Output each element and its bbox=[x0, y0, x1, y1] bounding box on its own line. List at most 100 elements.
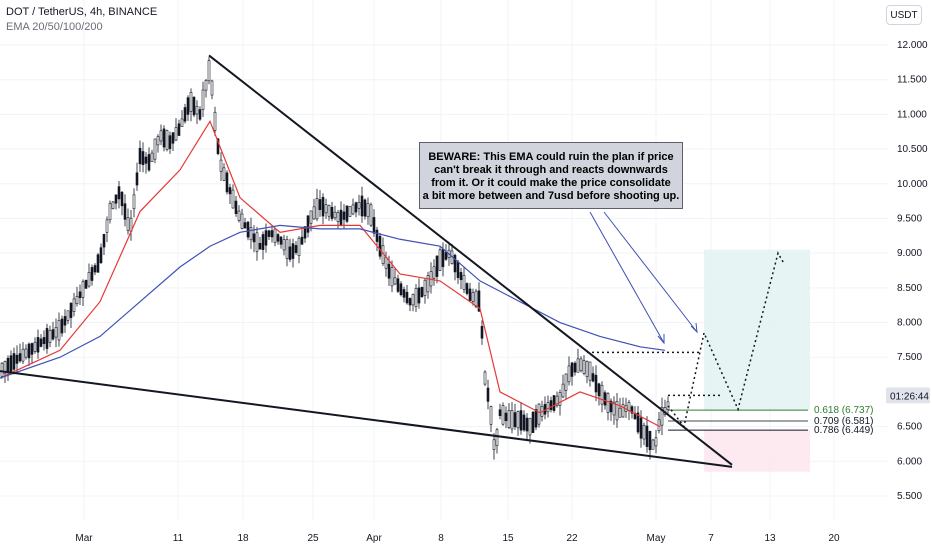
indicator-legend[interactable]: EMA 20/50/100/200 bbox=[6, 21, 103, 33]
candle-body bbox=[309, 210, 313, 224]
candle-body bbox=[621, 404, 625, 418]
candle-body bbox=[612, 401, 616, 416]
fib-label: 0.618 (6.737) bbox=[814, 405, 874, 416]
candle-body bbox=[261, 234, 265, 250]
annotation-line-4: a bit more between and 7usd before shoot… bbox=[422, 190, 680, 202]
candle-body bbox=[459, 272, 463, 281]
x-tick-label: May bbox=[647, 533, 666, 544]
candle-body bbox=[150, 152, 154, 163]
y-tick-label: 6.500 bbox=[897, 422, 922, 433]
fib-label: 0.709 (6.581) bbox=[814, 416, 874, 427]
candle-body bbox=[528, 417, 532, 436]
x-tick-label: 15 bbox=[502, 533, 514, 544]
candle-body bbox=[384, 257, 388, 269]
annotation-line-2: can't break it through and reacts downwa… bbox=[434, 164, 668, 176]
candle-body bbox=[570, 362, 574, 377]
candle-body bbox=[162, 128, 166, 148]
candle-body bbox=[303, 226, 307, 239]
candle-body bbox=[108, 202, 112, 221]
candle-body bbox=[375, 229, 379, 242]
y-tick-label: 12.000 bbox=[897, 40, 928, 51]
trade-zones bbox=[704, 249, 810, 472]
candle-body bbox=[93, 265, 97, 273]
candle-body bbox=[396, 278, 400, 292]
candle-body bbox=[354, 202, 358, 213]
candle-body bbox=[387, 263, 391, 279]
candle-body bbox=[636, 412, 640, 433]
y-axis[interactable]: 12.000 11.500 11.000 10.500 10.000 9.500 9.000… bbox=[897, 40, 928, 502]
candle-body bbox=[279, 236, 283, 245]
candle-body bbox=[558, 392, 562, 406]
price-tag-box bbox=[886, 387, 930, 404]
y-tick-label: 11.500 bbox=[897, 75, 927, 86]
symbol-title[interactable]: DOT / TetherUS, 4h, BINANCE bbox=[6, 6, 158, 18]
annotation-callout[interactable]: BEWARE: This EMA could ruin the plan if … bbox=[419, 142, 683, 209]
candle-body bbox=[408, 298, 412, 306]
candle-body bbox=[315, 198, 319, 220]
candle-body bbox=[594, 374, 598, 393]
candle-body bbox=[57, 320, 61, 341]
candle-body bbox=[216, 138, 220, 155]
candle-body bbox=[156, 136, 160, 146]
candle-body bbox=[492, 439, 496, 450]
candle-body bbox=[276, 234, 280, 242]
candle-body bbox=[78, 291, 82, 299]
candle-body bbox=[555, 395, 559, 407]
candle-body bbox=[591, 373, 595, 382]
candle-body bbox=[495, 429, 499, 446]
candle-body bbox=[228, 187, 232, 195]
candle-body bbox=[144, 156, 148, 164]
candle-body bbox=[462, 274, 466, 290]
candle-body bbox=[306, 215, 310, 233]
candle-body bbox=[45, 328, 49, 349]
candle-body bbox=[603, 392, 607, 406]
candle-body bbox=[438, 249, 442, 271]
candle-body bbox=[393, 277, 397, 285]
candle-body bbox=[561, 383, 565, 398]
candle-body bbox=[240, 213, 244, 229]
ema-red-line bbox=[0, 119, 661, 428]
candle-body bbox=[411, 294, 415, 306]
candle-body bbox=[219, 159, 223, 172]
candle-body bbox=[189, 92, 193, 112]
y-tick-label: 10.000 bbox=[897, 179, 928, 190]
candle-body bbox=[597, 383, 601, 397]
x-axis[interactable]: Mar 11 18 25 Apr 8 15 22 May 7 13 20 bbox=[75, 533, 840, 544]
candle-body bbox=[249, 227, 253, 241]
candle-body bbox=[618, 407, 622, 418]
candle-body bbox=[630, 406, 634, 414]
candle-body bbox=[147, 154, 151, 171]
candle-body bbox=[651, 439, 655, 450]
candle-body bbox=[267, 230, 271, 237]
candle-body bbox=[192, 96, 196, 116]
candle-body bbox=[201, 89, 205, 110]
candle-body bbox=[153, 138, 157, 160]
ema-blue-line bbox=[0, 224, 666, 379]
candle-body bbox=[333, 211, 337, 219]
candle-body bbox=[366, 203, 370, 218]
candle-body bbox=[69, 302, 73, 318]
candle-body bbox=[339, 209, 343, 226]
candle-body bbox=[300, 236, 304, 245]
candle-body bbox=[501, 405, 505, 425]
annotation-arrows bbox=[589, 211, 698, 345]
candle-body bbox=[33, 341, 37, 352]
candle-body bbox=[522, 414, 526, 431]
candle-body bbox=[18, 353, 22, 362]
x-tick-label: Mar bbox=[75, 533, 93, 544]
projection-path bbox=[667, 251, 785, 429]
candle-body bbox=[468, 288, 472, 301]
candle-body bbox=[186, 97, 190, 115]
candle-body bbox=[360, 195, 364, 217]
candle-body bbox=[12, 353, 16, 370]
candle-body bbox=[498, 409, 502, 417]
candle-body bbox=[645, 425, 649, 447]
candle-body bbox=[441, 248, 445, 268]
candle-body bbox=[123, 203, 127, 220]
currency-button[interactable]: USDT bbox=[886, 5, 922, 25]
candle-body bbox=[432, 266, 436, 279]
trend-line bbox=[208, 54, 733, 466]
annotation-arrow bbox=[603, 211, 698, 333]
candle-body bbox=[606, 393, 610, 413]
